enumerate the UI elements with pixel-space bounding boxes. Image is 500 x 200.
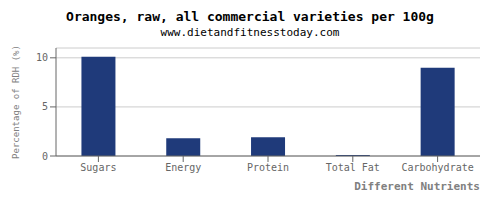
- svg-text:Carbohydrate: Carbohydrate: [401, 162, 473, 173]
- svg-text:Energy: Energy: [165, 162, 201, 173]
- html-text:www.dietandfitnesstoday.com: www.dietandfitnesstoday.com: [160, 26, 340, 39]
- svg-text:Different Nutrients: Different Nutrients: [354, 180, 480, 190]
- html-text:Oranges, raw, all commercial v: Oranges, raw, all commercial varieties p…: [66, 9, 434, 24]
- svg-text:10: 10: [36, 52, 48, 63]
- svg-text:Protein: Protein: [247, 162, 289, 173]
- svg-text:Sugars: Sugars: [80, 162, 116, 173]
- svg-text:Total Fat: Total Fat: [326, 162, 380, 173]
- svg-text:Percentage of RDH (%): Percentage of RDH (%): [11, 45, 21, 159]
- svg-text:0: 0: [42, 151, 48, 162]
- svg-text:5: 5: [42, 101, 48, 112]
